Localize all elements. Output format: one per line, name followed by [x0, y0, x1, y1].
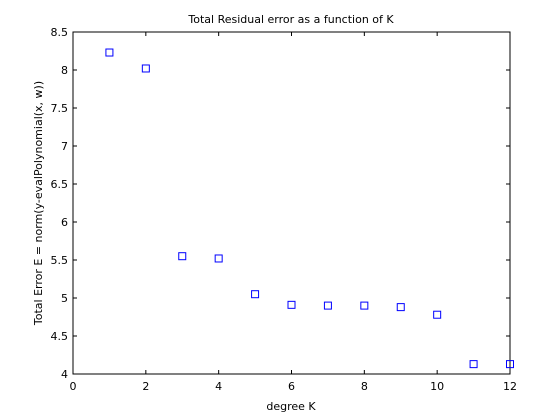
y-tick-label: 6.5	[51, 178, 69, 191]
chart-title: Total Residual error as a function of K	[187, 13, 394, 26]
y-tick-label: 6	[61, 216, 68, 229]
x-tick-label: 6	[288, 380, 295, 393]
y-axis-label: Total Error E = norm(y-evalPolynomial(x,…	[32, 81, 45, 326]
data-point-marker	[323, 301, 332, 310]
y-tick-label: 5	[61, 292, 68, 305]
data-point-marker	[214, 254, 223, 263]
y-tick-labels: 4 4.5 5 5.5 6 6.5 7 7.5 8 8.5	[51, 26, 69, 381]
data-point-marker	[141, 64, 150, 73]
data-point-marker	[360, 301, 369, 310]
y-tick-label: 8	[61, 64, 68, 77]
x-tick-label: 4	[215, 380, 222, 393]
data-point-marker	[178, 252, 187, 261]
x-tick-label: 0	[70, 380, 77, 393]
x-tick-label: 8	[361, 380, 368, 393]
data-point-marker	[287, 300, 296, 309]
x-axis-label: degree K	[266, 400, 316, 413]
y-tick-label: 7.5	[51, 102, 69, 115]
data-point-marker	[433, 310, 442, 319]
plot-area	[72, 31, 511, 375]
x-tick-label: 12	[503, 380, 517, 393]
x-tick-label: 2	[142, 380, 149, 393]
x-tick-label: 10	[430, 380, 444, 393]
axis-ticks	[72, 31, 511, 375]
data-point-marker	[469, 360, 478, 369]
y-tick-label: 4	[61, 368, 68, 381]
y-tick-label: 8.5	[51, 26, 69, 39]
x-tick-labels: 0 2 4 6 8 10 12	[70, 380, 518, 393]
y-tick-label: 5.5	[51, 254, 69, 267]
y-tick-label: 4.5	[51, 330, 69, 343]
data-points	[105, 48, 514, 369]
data-point-marker	[396, 303, 405, 312]
data-point-marker	[105, 48, 114, 57]
y-tick-label: 7	[61, 140, 68, 153]
data-point-marker	[251, 290, 260, 299]
data-point-marker	[506, 360, 514, 369]
